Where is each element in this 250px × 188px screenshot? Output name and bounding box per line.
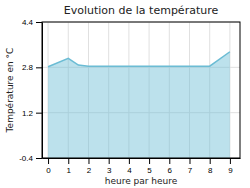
tick: 4.4 [22,18,42,27]
tick: 5 [147,158,152,175]
x-axis: 0 1 2 3 4 5 6 7 8 9 [43,158,241,175]
x-axis-title: heure par heure [105,176,178,186]
tick: 0 [46,158,51,175]
axis-line [42,23,43,159]
tick: -0.4 [19,154,42,163]
tick-mark [210,158,211,164]
tick: 2 [87,158,92,175]
tick-mark [48,158,49,164]
y-axis-title: Température en °C [5,48,15,134]
tick: 1 [67,158,72,175]
tick-label: 4.4 [22,18,34,27]
tick: 6 [168,158,173,175]
tick: 4 [127,158,132,175]
tick: 8 [208,158,213,175]
marks [48,52,230,158]
tick: 7 [188,158,193,175]
tick: 1.2 [22,109,42,118]
tick: 9 [228,158,233,175]
tick-label: 9 [228,166,233,175]
tick-mark [36,22,42,23]
tick-label: 5 [147,166,152,175]
tick-mark [149,158,150,164]
chart: 0 1 2 3 4 5 6 7 8 9 -0.4 1.2 2.8 4.4 Evolution de la t… [0,0,250,188]
axis-line [43,158,241,159]
y-axis: -0.4 1.2 2.8 4.4 [19,18,42,163]
tick-mark [109,158,110,164]
grid [42,22,240,158]
tick-label: 3 [107,166,112,175]
tick-label: 2.8 [22,63,34,72]
tick-mark [36,158,42,159]
tick: 2.8 [22,63,42,72]
tick-label: 0 [46,166,51,175]
tick-label: 4 [127,166,132,175]
title: Evolution de la température [64,4,219,17]
tick-mark [169,158,170,164]
tick: 3 [107,158,112,175]
plot-frame [42,22,240,158]
tick-label: 6 [168,166,173,175]
tick-label: 8 [208,166,213,175]
tick-mark [36,67,42,68]
tick-label: 1.2 [22,109,34,118]
plot: 0 1 2 3 4 5 6 7 8 9 -0.4 1.2 2.8 4.4 [19,18,240,175]
tick-mark [68,158,69,164]
tick-mark [189,158,190,164]
tick-mark [230,158,231,164]
tick-mark [129,158,130,164]
tick-label: 2 [87,166,92,175]
area [48,52,230,158]
tick-mark [88,158,89,164]
line [48,52,230,67]
tick-label: 1 [67,166,72,175]
tick-label: 7 [188,166,193,175]
tick-label: -0.4 [19,154,33,163]
tick-mark [36,113,42,114]
